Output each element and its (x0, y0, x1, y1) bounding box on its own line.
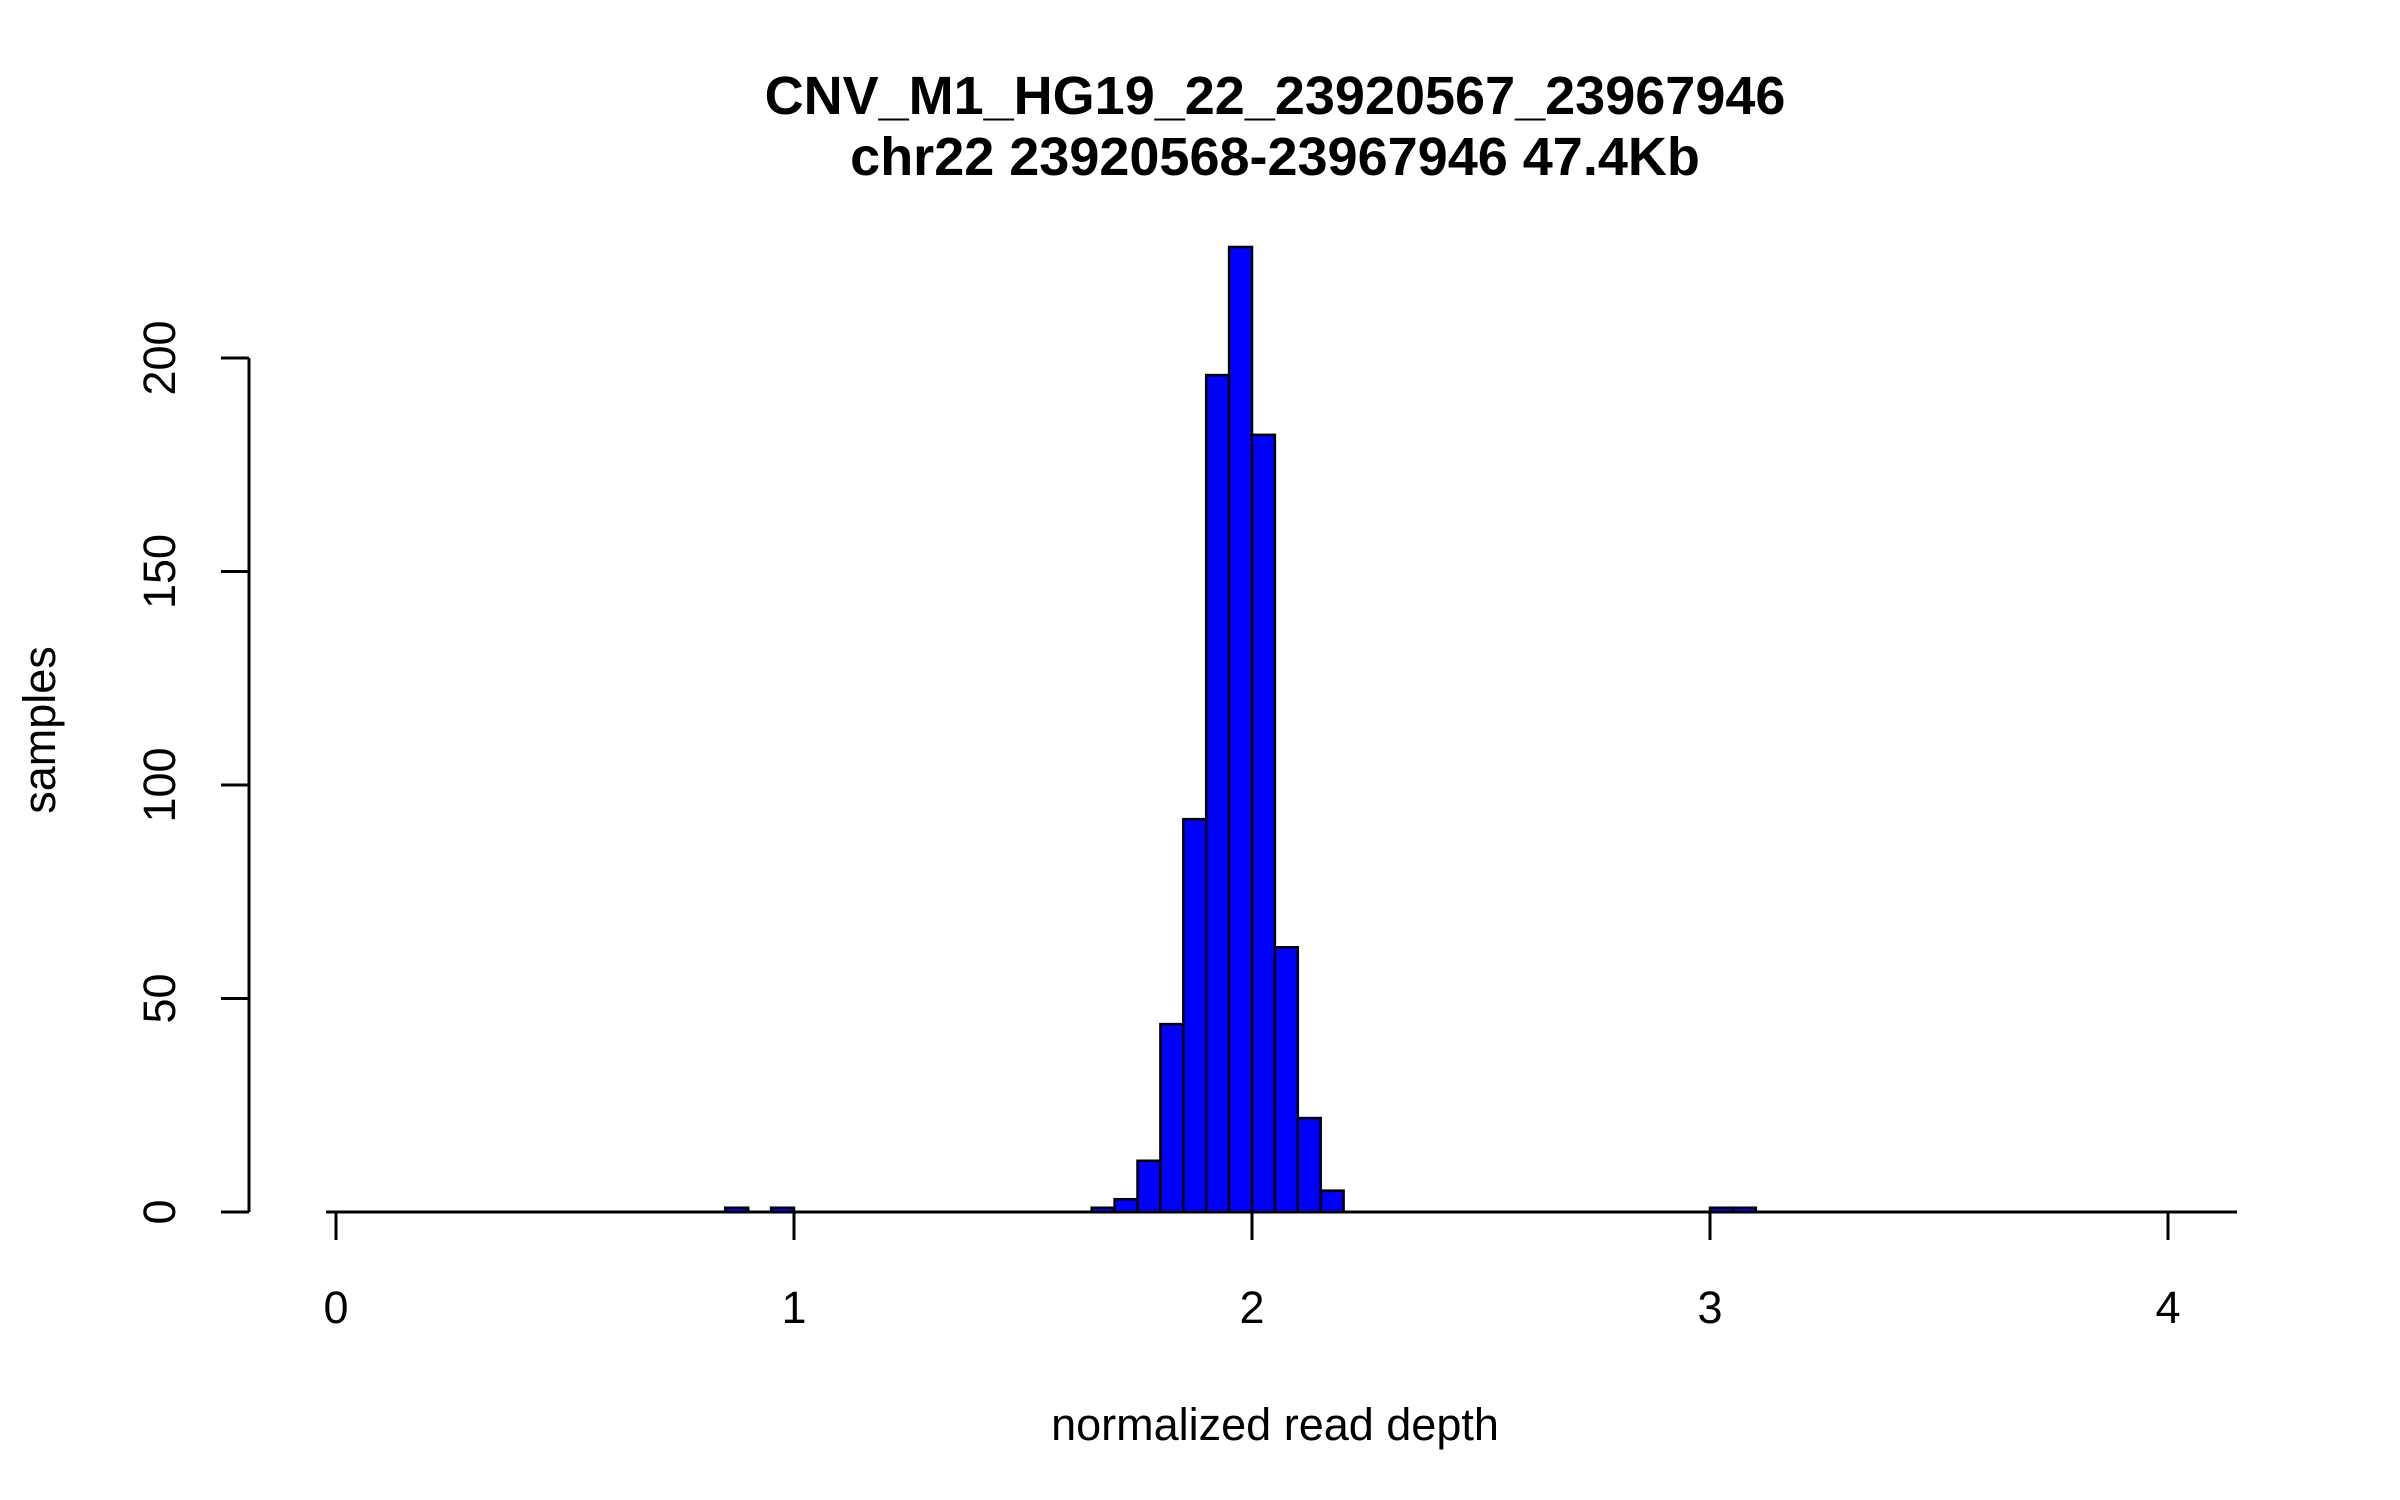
x-tick-label-2: 2 (1239, 1282, 1264, 1333)
y-tick-label-0: 0 (134, 1199, 185, 1224)
histogram-bar-8 (1227, 245, 1254, 1214)
y-tick-label-200: 200 (134, 320, 185, 395)
x-axis-label: normalized read depth (1051, 1399, 1499, 1450)
x-tick-label-4: 4 (2155, 1282, 2180, 1333)
histogram-bar-4 (1136, 1159, 1162, 1214)
histogram-bar-12 (1319, 1189, 1345, 1214)
x-tick-label-0: 0 (323, 1282, 348, 1333)
histogram-bar-14 (1731, 1206, 1758, 1214)
histogram-bar-9 (1250, 433, 1277, 1214)
chart-subtitle: chr22 23920568-23967946 47.4Kb (850, 127, 1700, 187)
bars-layer (724, 245, 1758, 1214)
y-axis-label: samples (14, 646, 65, 814)
histogram-bar-1 (769, 1206, 796, 1214)
histogram-bar-3 (1113, 1197, 1139, 1214)
histogram-bar-13 (1708, 1206, 1735, 1214)
y-axis: 0 50 100 150 200 (134, 320, 251, 1225)
histogram-bar-2 (1090, 1206, 1116, 1214)
histogram-bar-11 (1296, 1116, 1322, 1214)
histogram-bar-7 (1204, 373, 1231, 1214)
x-tick-label-3: 3 (1697, 1282, 1722, 1333)
y-tick-label-50: 50 (134, 973, 185, 1023)
histogram-bar-0 (724, 1206, 750, 1214)
histogram-bar-6 (1182, 817, 1208, 1214)
histogram-bar-5 (1159, 1022, 1185, 1214)
x-axis: 0 1 2 3 4 (323, 1212, 2181, 1333)
x-tick-label-1: 1 (781, 1282, 806, 1333)
chart-title: CNV_M1_HG19_22_23920567_23967946 (765, 66, 1786, 126)
histogram-bar-10 (1273, 946, 1300, 1214)
y-tick-label-100: 100 (134, 747, 185, 822)
y-tick-label-150: 150 (134, 534, 185, 609)
